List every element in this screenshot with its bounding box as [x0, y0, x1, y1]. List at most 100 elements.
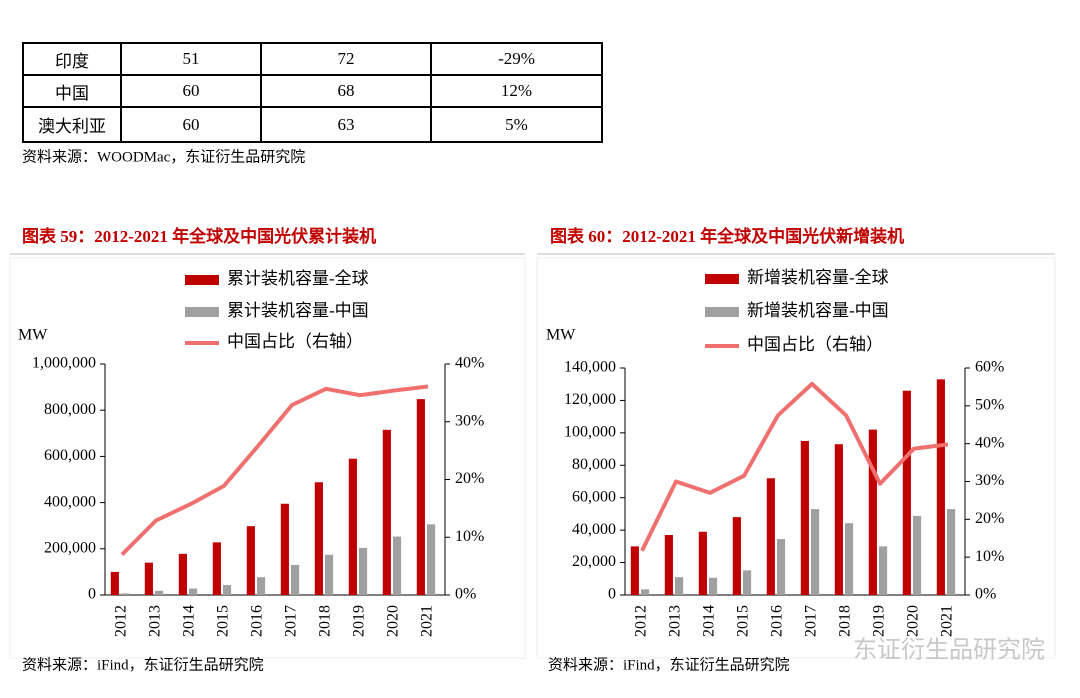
bar: [222, 585, 232, 595]
bar: [110, 571, 119, 595]
data-table: 印度 51 72 -29% 中国 60 68 12% 澳大利亚 60 63 5%: [22, 42, 603, 143]
bar: [178, 553, 187, 595]
x-tick-label: 2018: [837, 605, 854, 637]
x-tick-label: 2015: [215, 605, 232, 637]
bar: [766, 478, 775, 595]
legend-label: 中国占比（右轴）: [227, 332, 363, 351]
cell: 澳大利亚: [22, 106, 122, 143]
x-tick-label: 2020: [905, 605, 922, 637]
y2-tick-label: 30%: [455, 412, 484, 429]
bar: [810, 509, 820, 595]
bar: [280, 503, 289, 595]
legend-label: 新增装机容量-中国: [747, 301, 889, 320]
x-tick-label: 2016: [249, 605, 266, 637]
y-axis-label: MW: [546, 327, 576, 344]
bar: [416, 399, 425, 595]
y-tick-label: 20,000: [572, 553, 616, 570]
bar: [834, 444, 843, 595]
y-tick-label: 800,000: [44, 401, 96, 418]
y-tick-label: 60,000: [572, 488, 616, 505]
bar: [290, 564, 300, 595]
share-line: [120, 384, 429, 556]
bar: [314, 482, 323, 595]
x-tick-label: 2014: [701, 605, 718, 637]
legend-label: 新增装机容量-全球: [747, 268, 889, 287]
y2-tick-label: 0%: [975, 586, 996, 603]
bar: [800, 440, 809, 595]
bar: [426, 524, 436, 595]
bar: [878, 546, 888, 595]
cell: 60: [120, 74, 262, 108]
share-line: [640, 381, 949, 552]
y2-tick-label: 0%: [455, 586, 476, 603]
x-tick-label: 2018: [317, 605, 334, 637]
y-tick-label: 0: [88, 586, 96, 603]
cell: 63: [260, 106, 432, 143]
bar: [912, 515, 922, 595]
legend-label: 累计装机容量-全球: [227, 269, 369, 288]
x-tick-label: 2013: [147, 605, 164, 637]
bar: [732, 517, 741, 595]
bar: [324, 554, 334, 595]
x-tick-label: 2016: [769, 605, 786, 637]
source-note: 资料来源：iFind，东证衍生品研究院: [22, 655, 264, 673]
x-tick-label: 2013: [667, 605, 684, 637]
x-tick-label: 2017: [283, 605, 300, 637]
legend-swatch: [705, 274, 739, 284]
y-tick-label: 80,000: [572, 456, 616, 473]
cell: 中国: [22, 74, 122, 108]
cell: 5%: [430, 106, 603, 143]
cell: 印度: [22, 42, 122, 76]
y2-tick-label: 50%: [975, 397, 1004, 414]
y-tick-label: 140,000: [564, 359, 616, 376]
y2-tick-label: 10%: [455, 528, 484, 545]
x-tick-label: 2019: [351, 605, 368, 637]
bar: [708, 577, 718, 595]
x-tick-label: 2012: [633, 605, 650, 637]
source-note: 资料来源：WOODMac，东证衍生品研究院: [22, 147, 305, 165]
x-tick-label: 2020: [385, 605, 402, 637]
cell: 60: [120, 106, 262, 143]
legend-label: 累计装机容量-中国: [227, 301, 369, 320]
bar: [936, 379, 945, 595]
y-tick-label: 200,000: [44, 539, 96, 556]
bar: [144, 562, 153, 595]
bar: [154, 590, 164, 595]
y2-tick-label: 10%: [975, 548, 1004, 565]
x-tick-label: 2012: [113, 605, 130, 637]
y-axis-label: MW: [18, 327, 48, 344]
table-row: 中国 60 68 12%: [22, 74, 603, 108]
bar: [256, 577, 266, 595]
table-row: 澳大利亚 60 63 5%: [22, 106, 603, 143]
bar: [120, 593, 130, 595]
x-tick-label: 2021: [939, 605, 956, 637]
bar: [392, 536, 402, 595]
bar: [630, 546, 639, 595]
chart-frame: [9, 257, 526, 659]
bar: [698, 531, 707, 595]
x-tick-label: 2021: [419, 605, 436, 637]
bar: [640, 589, 650, 595]
y2-tick-label: 60%: [975, 359, 1004, 376]
y2-tick-label: 30%: [975, 472, 1004, 489]
table-row: 印度 51 72 -29%: [22, 42, 603, 76]
y-tick-label: 40,000: [572, 521, 616, 538]
chart-title: 图表 59：2012-2021 年全球及中国光伏累计装机: [22, 226, 376, 246]
legend-swatch: [185, 275, 219, 285]
source-note: 资料来源：iFind，东证衍生品研究院: [548, 655, 790, 673]
bar: [946, 509, 956, 595]
y-tick-label: 600,000: [44, 447, 96, 464]
x-tick-label: 2019: [871, 605, 888, 637]
cell: 12%: [430, 74, 603, 108]
y-tick-label: 120,000: [564, 391, 616, 408]
bar: [212, 542, 221, 595]
bar: [188, 588, 198, 595]
bar: [902, 390, 911, 595]
x-tick-label: 2014: [181, 605, 198, 637]
y-tick-label: 100,000: [564, 424, 616, 441]
x-tick-label: 2017: [803, 605, 820, 637]
y2-tick-label: 40%: [455, 355, 484, 372]
bar: [674, 577, 684, 595]
